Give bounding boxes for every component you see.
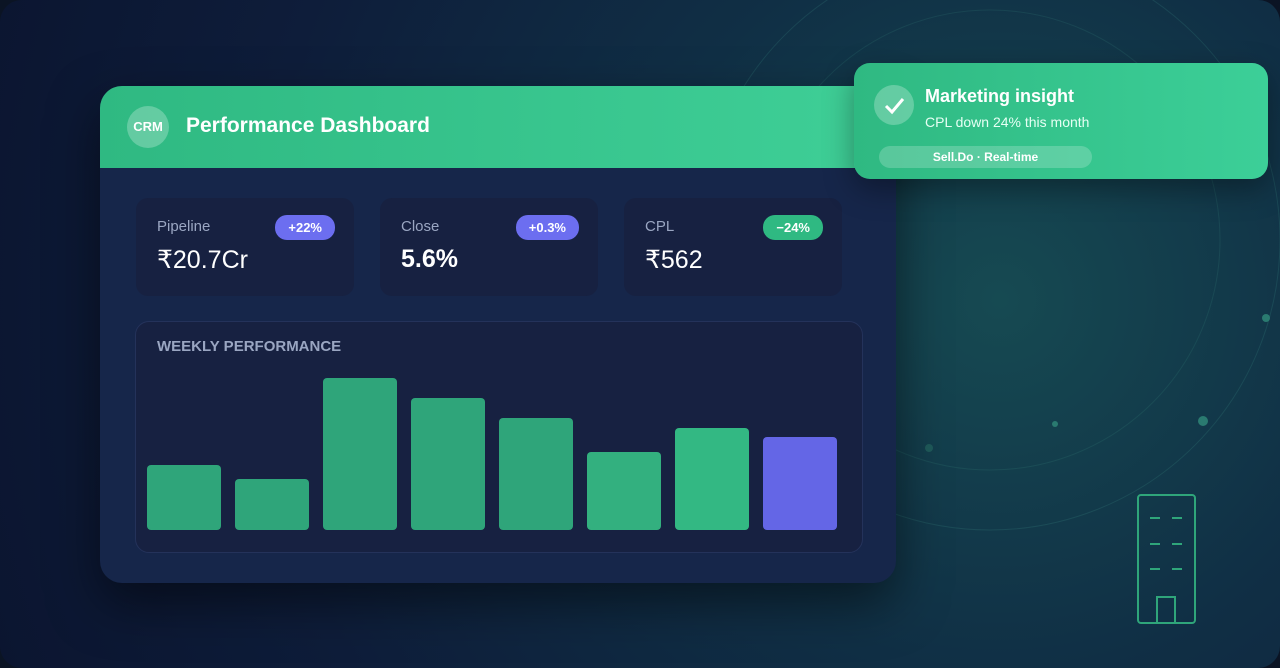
kpi-badge: −24%	[763, 215, 823, 240]
kpi-value: 5.6%	[401, 245, 458, 273]
notification: Marketing insight CPL down 24% this mont…	[854, 63, 1268, 179]
dashboard-card: CRM Performance Dashboard Pipeline ₹20.7C…	[100, 86, 896, 583]
kpi-badge: +0.3%	[515, 215, 579, 240]
kpi-card: CPL ₹562 −24%	[624, 198, 842, 296]
kpi-card: Close 5.6% +0.3%	[380, 198, 598, 296]
bar	[587, 452, 661, 530]
kpi-label: Pipeline	[157, 218, 211, 235]
kpi-label: CPL	[645, 218, 675, 235]
kpi-label: Close	[401, 218, 440, 235]
kpi-card: Pipeline ₹20.7Cr +22%	[136, 198, 354, 296]
check-icon	[874, 85, 914, 125]
kpi-value: ₹562	[645, 246, 703, 274]
chart	[147, 378, 837, 530]
notification-tag: Sell.Do · Real-time	[879, 146, 1092, 168]
bar	[411, 398, 485, 530]
kpi-value: ₹20.7Cr	[157, 246, 248, 274]
bar	[235, 479, 309, 530]
notification-text: CPL down 24% this month	[925, 114, 1090, 130]
title: Performance Dashboard	[186, 114, 430, 137]
bar	[323, 378, 397, 530]
header: CRM Performance Dashboard	[100, 86, 896, 168]
chart-panel: WEEKLY PERFORMANCE	[135, 321, 863, 553]
logo: CRM	[127, 106, 169, 148]
bar	[147, 465, 221, 530]
bar	[675, 428, 749, 530]
kpi-badge: +22%	[275, 215, 335, 240]
notification-title: Marketing insight	[925, 86, 1075, 106]
chart-title: WEEKLY PERFORMANCE	[157, 338, 342, 355]
bar	[763, 437, 837, 530]
bar	[499, 418, 573, 530]
